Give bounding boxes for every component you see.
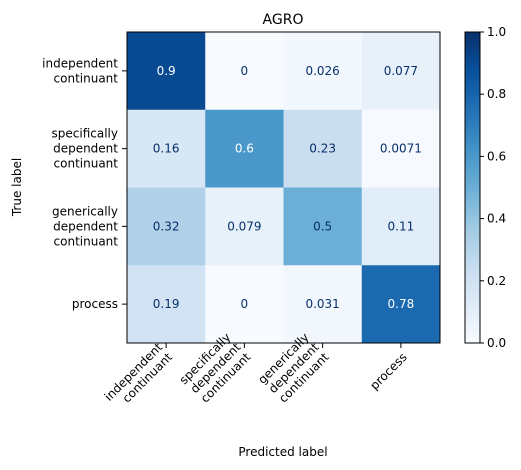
colorbar-tick-label: 0.2 [487,274,506,288]
colorbar-ticks: 0.0 0.2 0.4 0.6 0.8 1.0 [480,25,506,350]
y-axis-ticks: independentcontinuantspecificallydepende… [42,56,127,311]
colorbar-tick-label: 0.8 [487,87,506,101]
colorbar-gradient [465,32,480,343]
cell-value-label: 0.5 [313,219,332,233]
cell-value-label: 0.079 [227,219,261,233]
y-tick-label: specifically [52,127,118,141]
colorbar-tick-label: 0.4 [487,212,506,226]
y-tick-label: dependent [53,219,118,233]
cell-value-label: 0.19 [153,297,180,311]
y-tick-label: continuant [54,71,119,85]
cell-value-label: 0.9 [157,64,176,78]
cell-value-label: 0.0071 [380,142,422,156]
x-tick-label-group: process [367,350,410,393]
cell-value-label: 0.23 [309,142,336,156]
cell-value-label: 0.077 [384,64,418,78]
x-tick-label: process [367,350,410,393]
y-tick-label: independent [42,56,118,70]
chart-title: AGRO [263,12,304,28]
y-tick-label: continuant [54,157,119,171]
colorbar-tick-label: 0.0 [487,336,506,350]
colorbar-tick-label: 1.0 [487,25,506,39]
colorbar-tick-label: 0.6 [487,149,506,163]
cell-value-label: 0.031 [305,297,339,311]
colorbar: 0.0 0.2 0.4 0.6 0.8 1.0 [465,25,506,350]
y-tick-label: process [72,297,118,311]
cell-value-label: 0.32 [153,219,180,233]
cell-value-label: 0 [241,297,249,311]
x-axis-label: Predicted label [238,445,327,459]
y-tick-label: generically [52,204,118,218]
y-tick-label: continuant [54,234,119,248]
cell-value-label: 0.026 [305,64,339,78]
cell-value-label: 0.11 [388,219,415,233]
cell-value-label: 0.16 [153,142,180,156]
cell-value-label: 0.78 [388,297,415,311]
cell-value-label: 0.6 [235,142,254,156]
y-tick-label: dependent [53,142,118,156]
cell-value-label: 0 [241,64,249,78]
y-axis-label: True label [10,158,24,217]
